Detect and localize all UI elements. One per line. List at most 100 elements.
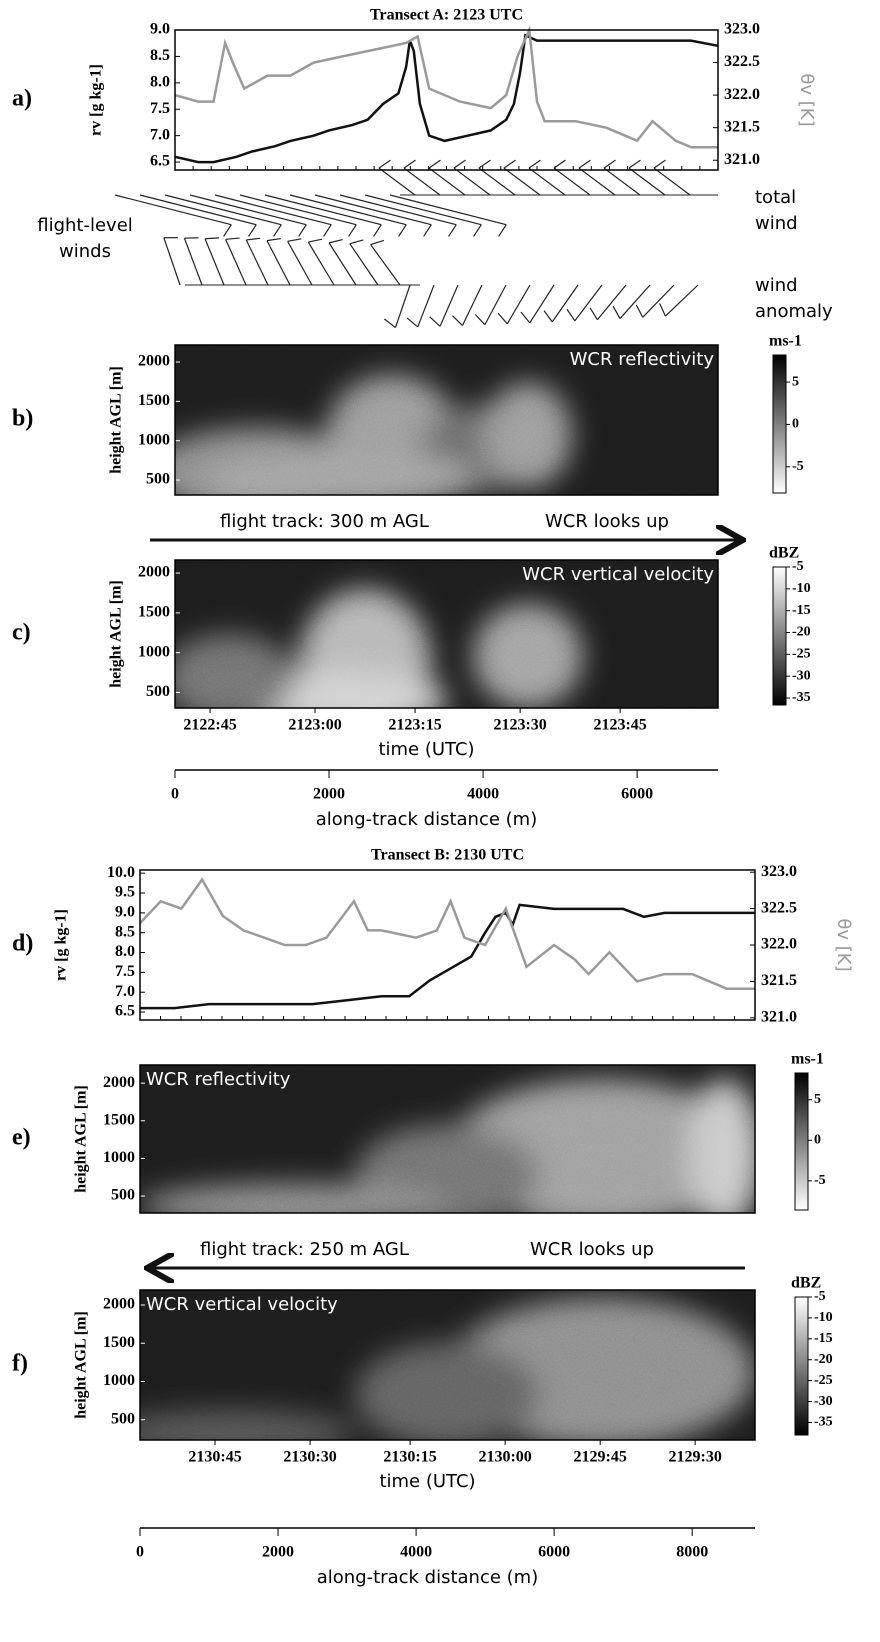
wind-barb — [164, 194, 282, 226]
wind-barb-flag — [497, 312, 508, 325]
y2-tick-label: 322.0 — [724, 86, 760, 103]
y-tick-label: 9.5 — [115, 884, 135, 901]
wind-barb-flag — [373, 224, 382, 237]
wind-barb-flag — [452, 315, 463, 326]
wind-barb — [307, 241, 335, 286]
y-tick-label: 500 — [111, 1187, 135, 1204]
speckle — [140, 1290, 755, 1440]
wind-barb-flag — [653, 159, 666, 169]
wind-barb — [653, 167, 691, 196]
y-tick-label: 1000 — [138, 643, 170, 660]
wind-barb — [289, 194, 407, 226]
radar-image — [140, 1065, 755, 1213]
y2-axis-label: θv [K] — [833, 918, 854, 971]
colorbar-tick-label: 5 — [814, 1092, 821, 1107]
wind-barb-flag — [298, 224, 307, 237]
wind-barb-flag — [266, 237, 281, 242]
wind-barb — [603, 167, 641, 196]
wind-barb — [364, 194, 482, 226]
panel-letter: f) — [12, 1351, 28, 1377]
wind-barb — [642, 284, 675, 318]
colorbar-tick-label: -5 — [792, 459, 804, 474]
colorbar-label: dBZ — [769, 545, 799, 562]
y2-tick-label: 323.0 — [761, 863, 797, 880]
wind-barb — [264, 194, 382, 226]
colorbar-tick-label: -30 — [792, 668, 811, 683]
y2-tick-label: 321.5 — [761, 972, 797, 989]
flight-track-note: flight track: 300 m AGL — [220, 511, 429, 532]
wind-barb-flag — [204, 237, 220, 240]
flight-track-note: WCR looks up — [545, 511, 669, 532]
colorbar-tick-label: -35 — [814, 1415, 833, 1430]
colorbar-tick-label: -30 — [814, 1394, 833, 1409]
wind-barb — [239, 194, 357, 226]
wind-barb — [461, 284, 483, 326]
plot-frame — [139, 869, 756, 1021]
wind-barb — [665, 284, 699, 317]
image-label: WCR reflectivity — [570, 349, 715, 370]
wind-barb-flag — [225, 237, 240, 240]
wind-barb — [417, 284, 435, 328]
y-tick-label: 500 — [111, 1410, 135, 1427]
wind-barb — [574, 284, 603, 322]
wind-barb — [439, 284, 459, 327]
image-label: WCR vertical velocity — [522, 564, 714, 585]
wind-barb — [553, 167, 591, 196]
wind-barb-flag — [628, 159, 641, 169]
colorbar — [794, 1072, 809, 1211]
colorbar-label: ms-1 — [769, 333, 802, 350]
wind-barb-flag — [473, 224, 482, 237]
colorbar-tick-label: -35 — [792, 690, 811, 705]
wind-barb — [403, 167, 441, 196]
y-axis-label: height AGL [m] — [73, 1311, 90, 1419]
wind-label: total — [755, 187, 796, 208]
plot-frame — [139, 1289, 756, 1441]
wind-barb — [551, 284, 579, 323]
wind-barb-flag — [273, 224, 282, 237]
wind-barb-flag — [453, 159, 466, 169]
wind-barb-flag — [553, 159, 566, 169]
colorbar — [772, 566, 787, 706]
y-axis-label: rv [g kg-1] — [53, 909, 70, 981]
wind-barb — [428, 167, 466, 196]
wind-barb-flag — [448, 224, 457, 237]
colorbar-tick-label: 5 — [792, 374, 799, 389]
panel-letter: a) — [12, 86, 32, 112]
wind-barb — [503, 167, 541, 196]
wind-barb-flag — [328, 238, 343, 244]
wind-label: wind — [755, 213, 798, 234]
y-tick-label: 6.5 — [115, 1003, 135, 1020]
x-tick-label: 2130:00 — [478, 1449, 531, 1466]
y-tick-label: 1500 — [138, 392, 170, 409]
x2-tick-label: 0 — [136, 1544, 144, 1561]
wind-barb-flag — [428, 159, 441, 169]
colorbar-label: ms-1 — [791, 1051, 824, 1068]
radar-image — [175, 345, 718, 495]
plot-frame — [174, 29, 719, 171]
y2-tick-label: 322.0 — [761, 936, 797, 953]
wind-barb — [245, 239, 269, 286]
wind-barb-flag — [478, 159, 491, 169]
panel-letter: e) — [12, 1125, 31, 1151]
y-tick-label: 2000 — [138, 353, 170, 370]
wind-barb — [478, 167, 516, 196]
x2-tick-label: 4000 — [467, 786, 499, 803]
y2-tick-label: 322.5 — [724, 53, 760, 70]
speckle — [140, 1065, 755, 1213]
wind-barb-flag — [384, 318, 396, 329]
x-axis-label: time (UTC) — [378, 739, 474, 760]
wind-barb-flag — [543, 310, 553, 323]
wind-barb-flag — [578, 159, 591, 169]
x-tick-label: 2123:30 — [493, 717, 546, 734]
wind-barb — [394, 284, 411, 328]
x-tick-label: 2130:45 — [188, 1449, 241, 1466]
wind-barb-flag — [603, 159, 616, 169]
panel-letter: d) — [12, 931, 33, 957]
image-label: WCR reflectivity — [146, 1069, 291, 1090]
wind-label: winds — [59, 241, 111, 262]
wind-barb-flag — [612, 306, 621, 319]
y-tick-label: 7.5 — [150, 100, 170, 117]
colorbar-tick-label: -5 — [814, 1173, 826, 1188]
chart-title: Transect A: 2123 UTC — [370, 7, 523, 24]
